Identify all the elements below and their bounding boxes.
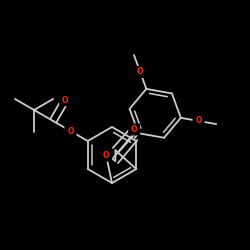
FancyBboxPatch shape bbox=[100, 150, 112, 162]
Text: O: O bbox=[103, 151, 110, 160]
FancyBboxPatch shape bbox=[59, 94, 71, 106]
Text: O: O bbox=[137, 68, 143, 76]
FancyBboxPatch shape bbox=[192, 115, 204, 127]
Text: O: O bbox=[62, 96, 68, 105]
Text: O: O bbox=[131, 125, 138, 134]
FancyBboxPatch shape bbox=[64, 125, 76, 137]
Text: O: O bbox=[195, 116, 202, 126]
FancyBboxPatch shape bbox=[128, 124, 140, 136]
FancyBboxPatch shape bbox=[134, 66, 146, 78]
Text: O: O bbox=[67, 126, 74, 136]
